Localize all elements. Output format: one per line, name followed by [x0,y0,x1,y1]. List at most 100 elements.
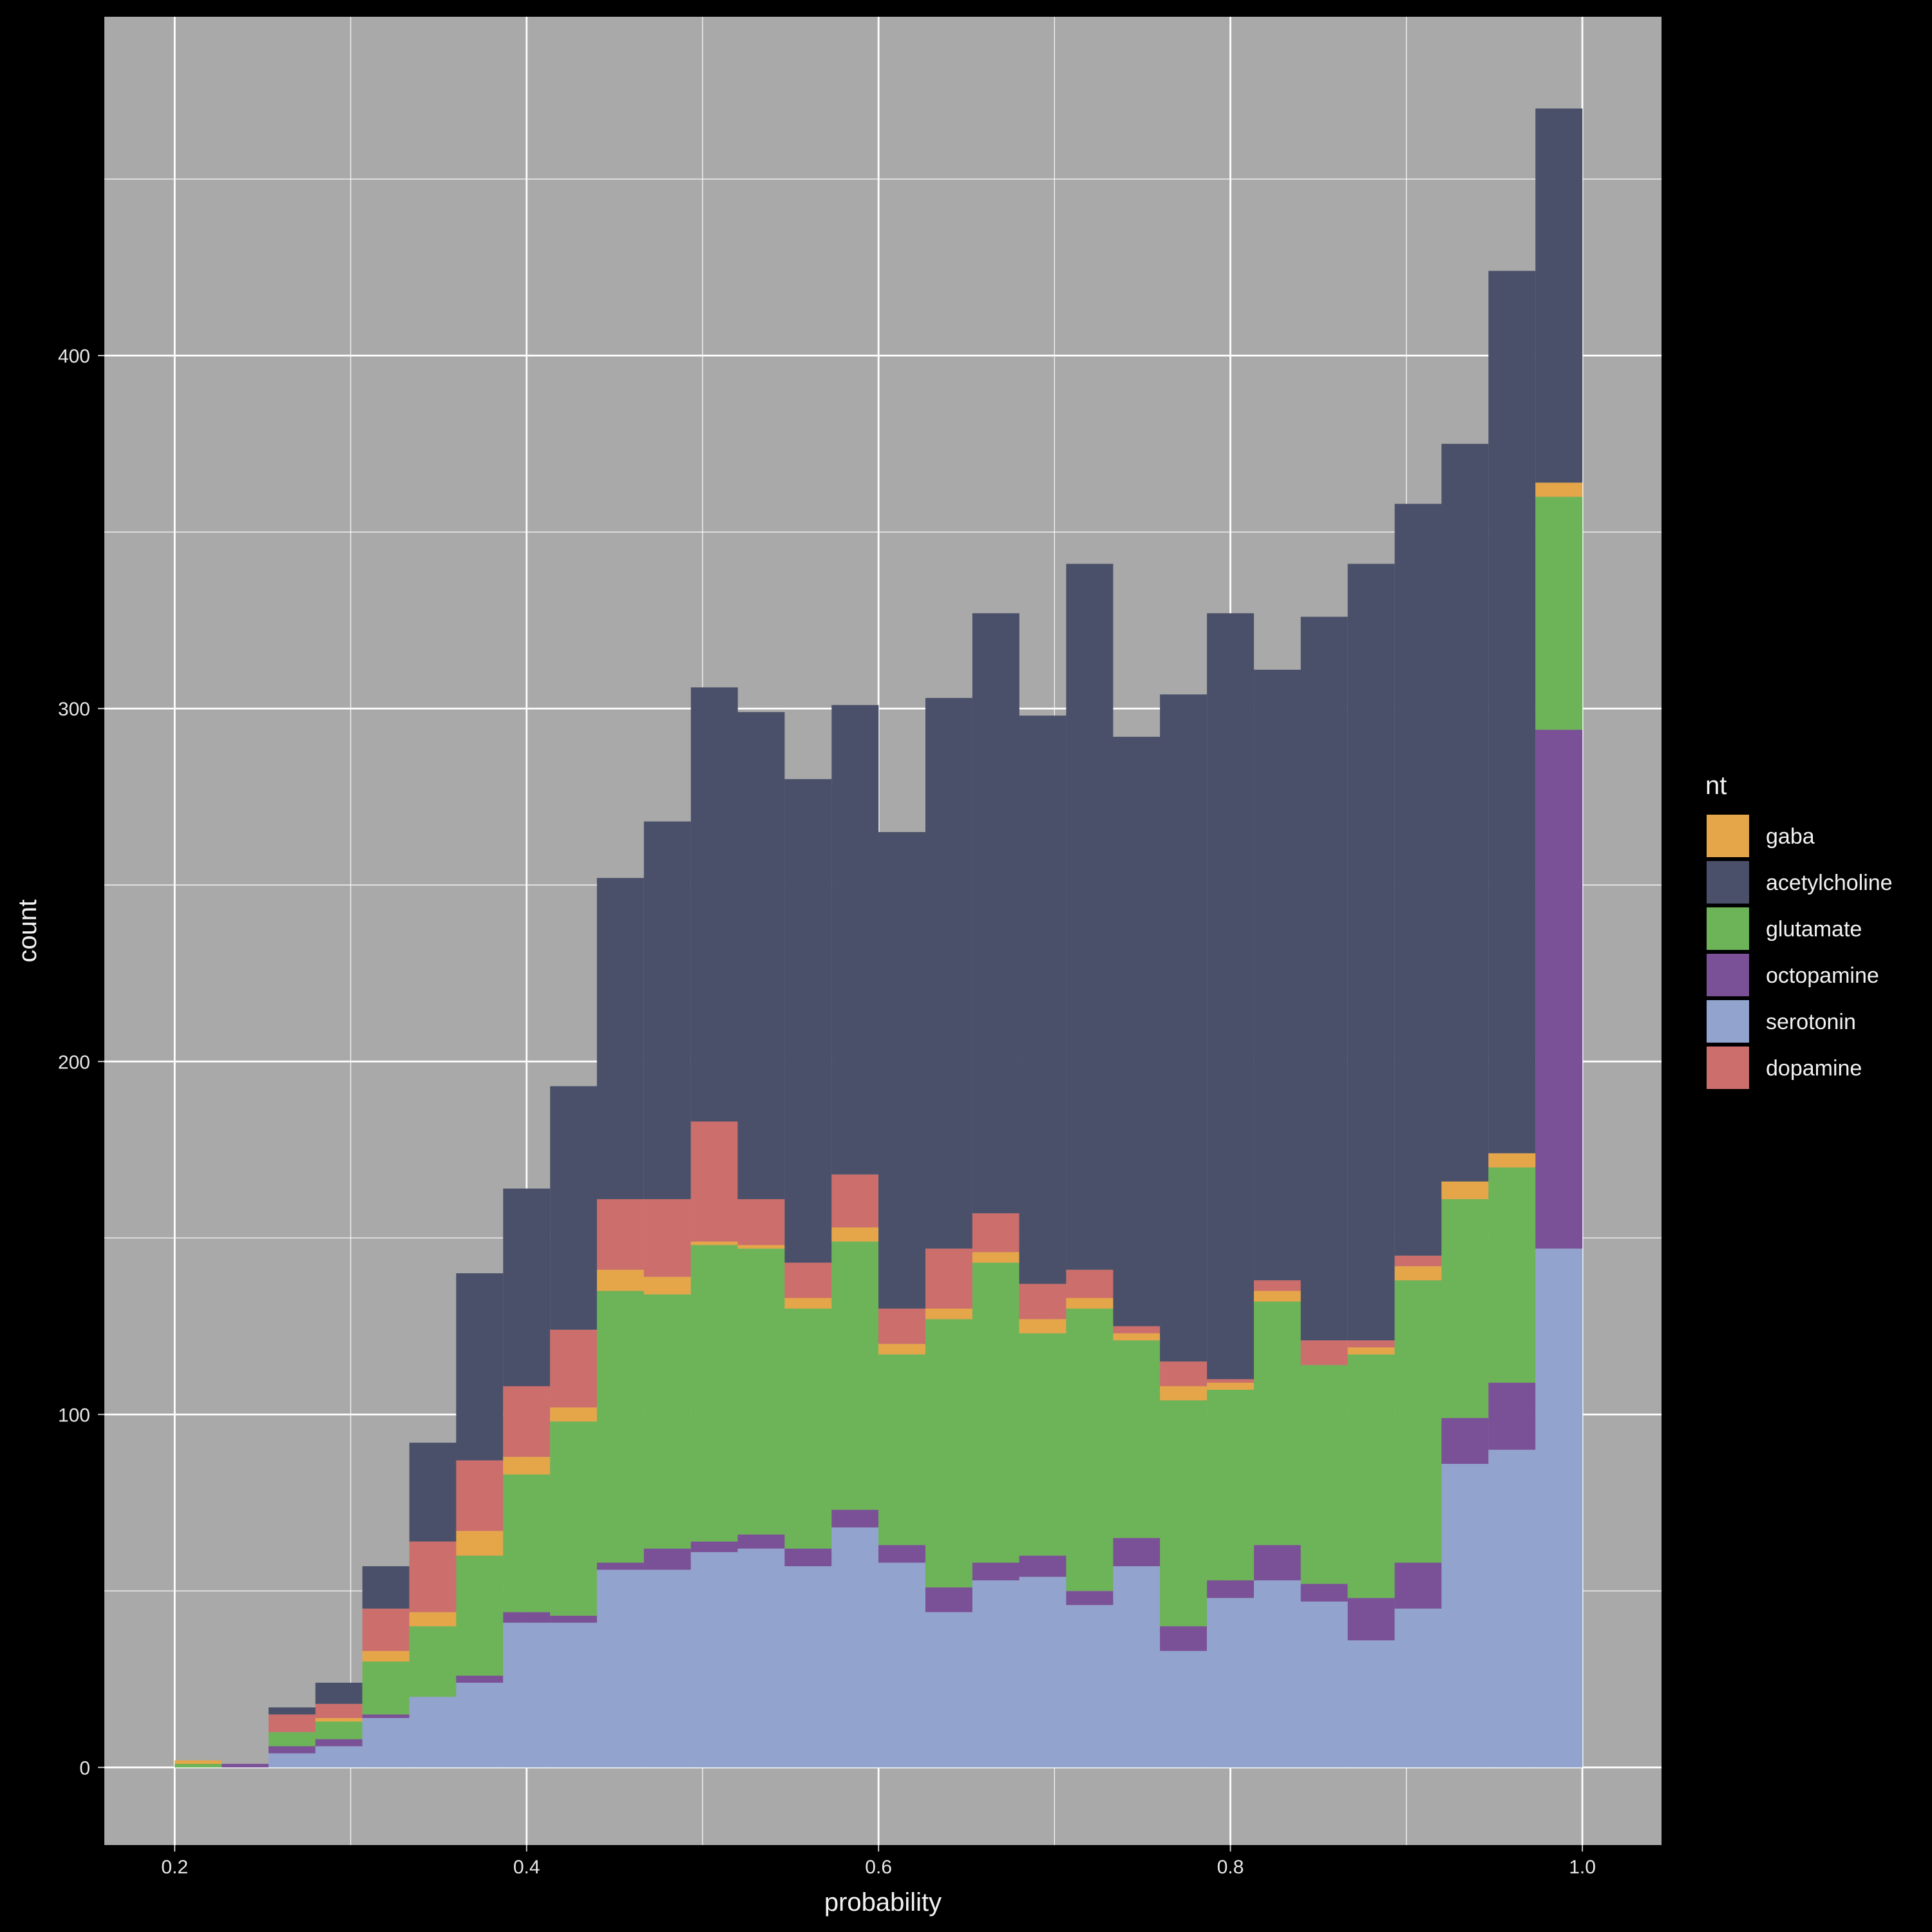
bar-segment-octopamine [925,1587,972,1613]
x-tick-label: 0.6 [865,1857,892,1878]
bar-segment-gaba [972,1252,1019,1263]
bar-segment-glutamate [1394,1280,1442,1563]
bar-segment-glutamate [643,1294,691,1549]
bar-segment-glutamate [1441,1199,1489,1418]
bar-segment-octopamine [831,1510,879,1528]
legend-label-octopamine: octopamine [1766,963,1879,988]
bar-segment-serotonin [1300,1601,1348,1768]
bar-segment-glutamate [269,1732,316,1747]
y-axis: 0 100 200 300 400 [58,346,104,1779]
bar-segment-gaba [1394,1266,1442,1281]
bar-segment-serotonin [1441,1464,1489,1768]
bar-segment-glutamate [315,1721,363,1739]
bar-segment-glutamate [1347,1354,1395,1598]
bar-segment-dopamine [737,1199,785,1245]
bar-segment-serotonin [925,1612,972,1768]
bar-segment-serotonin [690,1552,738,1768]
bar-segment-glutamate [456,1555,504,1676]
bar-segment-gaba [1113,1333,1160,1341]
bar-segment-serotonin [784,1566,832,1768]
bar-segment-glutamate [1535,497,1583,730]
bar-segment-dopamine [1300,1340,1348,1365]
legend-label-serotonin: serotonin [1766,1010,1856,1034]
bar-segment-glutamate [596,1291,644,1563]
bar-segment-acetylcholine [784,779,832,1263]
bar-segment-acetylcholine [1300,616,1348,1341]
bar-segment-dopamine [643,1199,691,1277]
bar-segment-acetylcholine [1207,613,1255,1379]
bar-segment-dopamine [456,1460,504,1531]
bar-segment-octopamine [972,1562,1019,1580]
bar-segment-serotonin [1160,1651,1208,1768]
bar-segment-octopamine [1488,1383,1536,1450]
bar-segment-dopamine [315,1703,363,1718]
bar-segment-glutamate [1113,1340,1160,1539]
bar-segment-octopamine [737,1534,785,1549]
bar-segment-serotonin [1347,1640,1395,1768]
bar-segment-gaba [737,1245,785,1249]
bar-segment-serotonin [362,1718,410,1768]
bar-segment-gaba [784,1298,832,1309]
bar-segment-acetylcholine [1066,564,1113,1270]
bar-segment-serotonin [1066,1605,1113,1768]
bar-segment-octopamine [690,1541,738,1553]
bar-segment-gaba [1347,1347,1395,1355]
bar-segment-acetylcholine [269,1707,316,1715]
bar-segment-glutamate [878,1354,925,1546]
bar-segment-dopamine [409,1541,457,1613]
bar-segment-glutamate [1066,1308,1113,1591]
bar-segment-glutamate [737,1248,785,1535]
bar-segment-dopamine [503,1386,551,1457]
bar-segment-octopamine [1254,1545,1302,1580]
bar-segment-acetylcholine [643,821,691,1200]
bar-segment-acetylcholine [409,1443,457,1542]
bar-segment-glutamate [690,1245,738,1542]
bar-segment-octopamine [784,1548,832,1567]
bar-segment-gaba [643,1276,691,1295]
bar-segment-acetylcholine [1488,270,1536,1153]
legend-label-dopamine: dopamine [1766,1056,1862,1081]
bar-segment-dopamine [784,1262,832,1298]
bar-segment-gaba [1254,1291,1302,1302]
bar-segment-gaba [831,1227,879,1242]
bar-segment-acetylcholine [503,1188,551,1387]
bar-segment-acetylcholine [315,1682,363,1704]
bar-segment-octopamine [550,1615,598,1623]
bar-segment-octopamine [596,1562,644,1570]
bar-segment-dopamine [1019,1283,1066,1320]
bars [175,108,1583,1768]
bar-segment-serotonin [1535,1248,1583,1768]
legend-label-acetylcholine: acetylcholine [1766,871,1893,895]
bar-segment-octopamine [878,1545,925,1563]
legend-swatch-acetylcholine [1707,861,1749,904]
bar-segment-gaba [550,1407,598,1422]
bar-segment-serotonin [643,1569,691,1768]
x-axis: 0.2 0.4 0.6 0.8 1.0 [161,1845,1596,1878]
bar-segment-octopamine [456,1675,504,1683]
bar-segment-acetylcholine [1160,694,1208,1362]
bar-segment-dopamine [1160,1361,1208,1387]
bar-segment-acetylcholine [1535,108,1583,483]
bar-segment-dopamine [1207,1379,1255,1383]
x-tick-label: 1.0 [1569,1857,1596,1878]
bar-segment-serotonin [878,1562,925,1768]
bar-segment-dopamine [972,1213,1019,1253]
bar-segment-serotonin [972,1580,1019,1768]
bar-segment-glutamate [1254,1301,1302,1546]
bar-segment-serotonin [596,1569,644,1768]
bar-segment-acetylcholine [737,712,785,1200]
bar-segment-gaba [925,1308,972,1320]
bar-segment-octopamine [1207,1580,1255,1598]
bar-segment-dopamine [269,1714,316,1732]
x-tick-label: 0.4 [513,1857,540,1878]
bar-segment-glutamate [362,1662,410,1715]
bar-segment-dopamine [596,1199,644,1270]
bar-segment-glutamate [175,1763,222,1768]
bar-segment-acetylcholine [972,613,1019,1213]
bar-segment-glutamate [503,1474,551,1613]
bar-segment-dopamine [1394,1255,1442,1267]
bar-segment-acetylcholine [596,878,644,1200]
bar-segment-acetylcholine [1347,564,1395,1341]
bar-segment-serotonin [550,1622,598,1768]
